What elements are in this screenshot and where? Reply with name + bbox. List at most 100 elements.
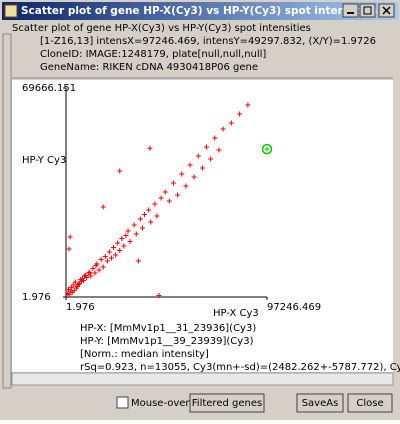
point	[179, 171, 185, 177]
point	[90, 266, 96, 272]
plot-panel	[12, 80, 393, 372]
y-tick-label: 1.976	[22, 292, 51, 303]
point	[131, 222, 137, 228]
point	[98, 257, 104, 263]
app-icon	[4, 4, 18, 18]
h-scrollbar[interactable]	[11, 372, 394, 386]
point	[199, 165, 205, 171]
checkbox[interactable]	[116, 396, 129, 409]
plot: HP-X Cy3 HP-Y Cy3 1.976 69666.151 1.976 972…	[22, 83, 321, 319]
point	[183, 183, 189, 189]
point	[66, 246, 72, 252]
point	[104, 258, 110, 264]
x-tick-label: 1.976	[66, 302, 95, 313]
point	[204, 144, 210, 150]
x-axis-label: HP-X Cy3	[213, 308, 259, 319]
point	[156, 293, 162, 299]
point	[96, 267, 102, 273]
maximize[interactable]	[359, 3, 376, 18]
header-line: Scatter plot of gene HP-X(Cy3) vs HP-Y(C…	[12, 23, 311, 34]
button[interactable]: Filtered genes	[189, 393, 265, 413]
x-tick-label: 97246.469	[267, 302, 321, 313]
point	[245, 102, 251, 108]
y-axis-label: HP-Y Cy3	[22, 155, 66, 166]
button[interactable]: SaveAs	[296, 393, 344, 413]
point	[66, 292, 72, 298]
point	[67, 234, 73, 240]
point	[139, 225, 145, 231]
point	[146, 207, 152, 213]
highlight-cross	[264, 146, 270, 152]
point	[111, 245, 117, 251]
header-line: [1-Z16,13] intensX=97246.469, intensY=49…	[40, 36, 376, 47]
point	[113, 252, 119, 258]
title-bar	[2, 2, 398, 20]
button-label: Close	[356, 398, 383, 409]
point	[119, 236, 125, 242]
point	[195, 153, 201, 159]
info-line: HP-X: [MmMv1p1__31_23936](Cy3)	[80, 323, 256, 334]
point	[88, 273, 94, 279]
point	[125, 228, 131, 234]
point	[83, 272, 89, 278]
point	[72, 279, 78, 285]
minimize[interactable]	[342, 3, 359, 18]
point	[108, 255, 114, 261]
point	[135, 258, 141, 264]
point	[86, 270, 92, 276]
point	[74, 284, 80, 290]
point	[100, 264, 106, 270]
point	[175, 192, 181, 198]
header-line: CloneID: IMAGE:1248179, plate[null,null,…	[40, 49, 266, 60]
point	[187, 162, 193, 168]
point	[158, 195, 164, 201]
point	[191, 174, 197, 180]
point	[166, 198, 172, 204]
point	[216, 147, 222, 153]
button[interactable]: Close	[347, 393, 393, 413]
point	[152, 201, 158, 207]
point	[237, 111, 243, 117]
info-line: rSq=0.923, n=13055, Cy3(mn+-sd)=(2482.26…	[80, 362, 400, 373]
button-label: Filtered genes	[192, 398, 262, 409]
button-label: SaveAs	[302, 398, 339, 409]
header-line: GeneName: RIKEN cDNA 4930418P06 gene	[40, 62, 258, 73]
point	[106, 249, 112, 255]
point	[220, 126, 226, 132]
point	[81, 278, 87, 284]
point	[121, 243, 127, 249]
y-tick-label: 69666.151	[22, 83, 76, 94]
window-buttons[interactable]	[342, 3, 395, 18]
point	[170, 180, 176, 186]
point	[87, 269, 93, 275]
point	[133, 231, 139, 237]
point	[212, 135, 218, 141]
window-title: Scatter plot of gene HP-X(Cy3) vs HP-Y(C…	[21, 5, 377, 17]
point	[100, 204, 106, 210]
info-line: HP-Y: [MmMv1p1__39_23939](Cy3)	[80, 336, 254, 347]
point	[93, 263, 99, 269]
point	[142, 212, 148, 218]
checkbox-label: Mouse-over info	[131, 398, 211, 409]
point	[208, 156, 214, 162]
point	[127, 239, 133, 245]
point	[148, 219, 154, 225]
point	[70, 282, 76, 288]
point	[228, 120, 234, 126]
highlight-point	[261, 143, 273, 155]
point	[102, 254, 108, 260]
point	[92, 270, 98, 276]
point	[137, 216, 143, 222]
point	[117, 168, 123, 174]
point	[147, 145, 153, 151]
point	[117, 248, 123, 254]
point	[115, 240, 121, 246]
point	[162, 189, 168, 195]
point	[123, 233, 129, 239]
point	[65, 287, 71, 293]
point	[154, 213, 160, 219]
info-line: [Norm.: median intensity]	[80, 349, 209, 360]
splitter[interactable]	[2, 33, 12, 389]
